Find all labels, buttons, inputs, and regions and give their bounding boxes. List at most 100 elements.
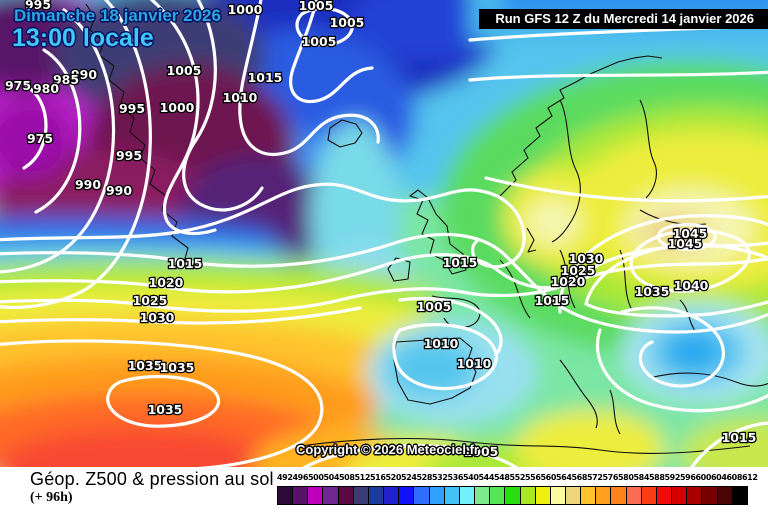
isobar-contours — [0, 0, 768, 467]
legend-value: 492 — [277, 473, 293, 482]
pressure-label: 1025 — [561, 263, 596, 278]
legend-value: 584 — [633, 473, 650, 482]
legend-value: 568 — [571, 473, 588, 482]
pressure-label: 1020 — [551, 274, 586, 289]
pressure-label: 1010 — [457, 356, 492, 371]
legend-value: 612 — [742, 473, 758, 482]
legend-value: 564 — [556, 473, 572, 482]
pressure-label: 990 — [106, 183, 132, 198]
legend-swatch — [278, 486, 294, 505]
legend-swatch — [353, 486, 369, 505]
pressure-label: 990 — [71, 67, 97, 82]
legend-value: 592 — [664, 473, 681, 482]
copyright-notice: Copyright © 2026 Meteociel.fr — [296, 442, 479, 457]
pressure-label: 985 — [53, 72, 79, 87]
pressure-label: 1020 — [149, 275, 184, 290]
pressure-label: 990 — [75, 177, 101, 192]
legend-value: 528 — [416, 473, 433, 482]
legend-value: 504 — [323, 473, 340, 482]
legend-swatch — [490, 486, 506, 505]
legend-swatch — [505, 486, 521, 505]
color-scale-legend: 492 496 500 504 508 512 516 520 524 528 532 536 540 5… — [277, 473, 758, 505]
legend-value: 544 — [478, 473, 495, 482]
pressure-label: 1045 — [668, 236, 703, 251]
legend-swatch — [520, 486, 536, 505]
legend-value: 512 — [354, 473, 371, 482]
forecast-date: Dimanche 18 janvier 2026 — [14, 6, 221, 25]
legend-swatch — [475, 486, 491, 505]
pressure-label: 1035 — [160, 360, 195, 375]
pressure-label: 995 — [25, 0, 51, 12]
legend-swatch — [641, 486, 657, 505]
legend-swatch — [656, 486, 673, 505]
legend-value: 588 — [649, 473, 665, 482]
pressure-label: 1030 — [569, 251, 604, 266]
legend-swatch — [399, 486, 415, 505]
pressure-label: 1000 — [228, 2, 263, 17]
legend-value: 540 — [463, 473, 479, 482]
pressure-label: 1035 — [128, 358, 163, 373]
legend-value: 524 — [401, 473, 417, 482]
model-run-info: Run GFS 12 Z du Mercredi 14 janvier 2026 — [479, 9, 768, 29]
pressure-label: 1005 — [330, 15, 365, 30]
pressure-label: 1005 — [464, 444, 499, 459]
legend-value: 536 — [447, 473, 464, 482]
legend-swatch — [687, 486, 703, 505]
pressure-label: 1045 — [673, 226, 708, 241]
pressure-label: 1015 — [443, 255, 478, 270]
legend-swatch — [293, 486, 309, 505]
pressure-label: 1015 — [168, 256, 203, 271]
pressure-label: 1005 — [417, 299, 452, 314]
legend-value: 572 — [587, 473, 603, 482]
legend-values-row: 492 496 500 504 508 512 516 520 524 528 532 536 540 5… — [277, 473, 758, 484]
legend-value: 532 — [432, 473, 448, 482]
legend-swatch — [459, 486, 476, 505]
legend-value: 608 — [726, 473, 743, 482]
legend-swatches-row — [277, 486, 748, 505]
legend-value: 604 — [711, 473, 727, 482]
pressure-label: 1005 — [299, 0, 334, 13]
pressure-label: 1015 — [722, 430, 757, 445]
pressure-label: 1010 — [223, 90, 258, 105]
legend-swatch — [308, 486, 324, 505]
legend-value: 508 — [339, 473, 355, 482]
pressure-label: 1005 — [167, 63, 202, 78]
legend-swatch — [429, 486, 445, 505]
legend-value: 560 — [540, 473, 557, 482]
weather-map-canvas: 995 1000 100510051005101510101005100099098… — [0, 0, 768, 467]
geopotential-field — [0, 0, 768, 467]
pressure-label: 1000 — [160, 100, 195, 115]
legend-value: 596 — [680, 473, 696, 482]
map-footer: Géop. Z500 & pression au sol (+ 96h) 492… — [0, 467, 768, 512]
legend-swatch — [414, 486, 430, 505]
legend-swatch — [550, 486, 566, 505]
parameter-title: Géop. Z500 & pression au sol — [30, 469, 274, 489]
legend-swatch — [565, 486, 582, 505]
pressure-label: 975 — [27, 131, 53, 146]
legend-swatch — [672, 486, 688, 505]
legend-value: 548 — [494, 473, 510, 482]
legend-swatch — [581, 486, 597, 505]
pressure-label: 1010 — [424, 336, 459, 351]
legend-swatch — [338, 486, 354, 505]
pressure-label: 975 — [5, 78, 31, 93]
legend-value: 600 — [695, 473, 712, 482]
legend-value: 520 — [385, 473, 402, 482]
forecast-lead-time: (+ 96h) — [30, 490, 73, 505]
pressure-label: 1035 — [635, 284, 670, 299]
pressure-label: 1015 — [535, 293, 570, 308]
legend-value: 496 — [292, 473, 309, 482]
legend-value: 580 — [618, 473, 634, 482]
legend-swatch — [626, 486, 642, 505]
pressure-label: 1030 — [140, 310, 175, 325]
pressure-label: 1005 — [302, 34, 337, 49]
weather-map: 995 1000 1005 1005 1005 1015 1010 1005 1000 990 98… — [0, 0, 768, 467]
legend-swatch — [611, 486, 627, 505]
pressure-label: 1025 — [133, 293, 168, 308]
legend-swatch — [596, 486, 612, 505]
legend-swatch — [444, 486, 460, 505]
pressure-label: 995 — [116, 148, 142, 163]
pressure-labels: 995 1000 100510051005101510101005100099098… — [4, 0, 758, 460]
legend-value: 500 — [308, 473, 324, 482]
